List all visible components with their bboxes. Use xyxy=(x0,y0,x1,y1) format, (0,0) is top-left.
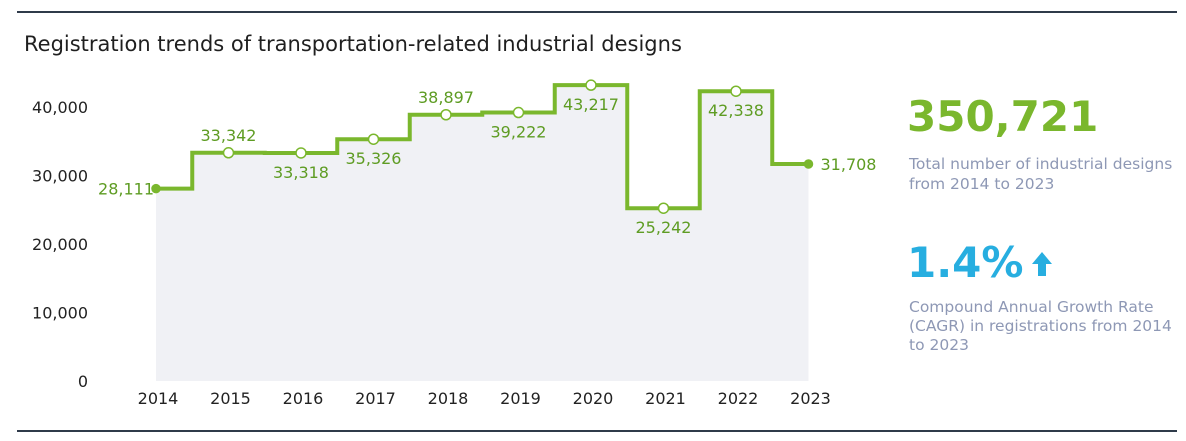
data-point-2022 xyxy=(730,85,742,97)
data-point-2018 xyxy=(440,109,452,121)
x-tick-label: 2014 xyxy=(138,389,179,408)
y-tick-label: 10,000 xyxy=(32,304,88,323)
y-tick-label: 30,000 xyxy=(32,167,88,186)
cagr-description: Compound Annual Growth Rate (CAGR) in re… xyxy=(909,298,1172,354)
data-label-2018: 38,897 xyxy=(418,88,474,107)
x-tick-label: 2015 xyxy=(210,389,251,408)
y-tick-label: 40,000 xyxy=(32,98,88,117)
data-label-2023: 31,708 xyxy=(821,155,877,174)
data-label-2020: 43,217 xyxy=(563,95,619,114)
x-tick-label: 2021 xyxy=(645,389,686,408)
top-rule xyxy=(17,11,1177,13)
data-label-2014: 28,111 xyxy=(98,180,154,199)
marker-layer xyxy=(151,79,814,214)
x-tick-label: 2022 xyxy=(718,389,759,408)
cagr-value: 1.4% xyxy=(907,238,1024,287)
data-label-2016: 33,318 xyxy=(273,163,329,182)
line-layer xyxy=(156,83,809,211)
x-tick-label: 2019 xyxy=(500,389,541,408)
chart-title: Registration trends of transportation-re… xyxy=(24,32,682,56)
area-layer xyxy=(156,85,809,382)
area-fill xyxy=(156,85,809,382)
data-point-2023 xyxy=(803,159,814,169)
data-point-2020 xyxy=(585,79,597,91)
x-tick-label: 2023 xyxy=(790,389,831,408)
series-line xyxy=(156,83,809,211)
label-layer: 28,111 33,342 33,318 35,326 38,897 39,222 43,2… xyxy=(98,88,876,237)
data-label-2019: 39,222 xyxy=(491,123,547,142)
y-tick-label: 20,000 xyxy=(32,235,88,254)
x-tick-label: 2016 xyxy=(283,389,324,408)
x-tick-label: 2018 xyxy=(428,389,469,408)
arrow-up-icon xyxy=(1031,238,1053,287)
x-tick-label: 2020 xyxy=(573,389,614,408)
data-label-2022: 42,338 xyxy=(708,101,764,120)
data-point-2017 xyxy=(367,133,380,145)
data-label-2017: 35,326 xyxy=(346,149,402,168)
data-point-2015 xyxy=(222,147,235,159)
data-point-2021 xyxy=(657,202,670,214)
total-designs-value: 350,721 xyxy=(907,92,1099,141)
total-designs-description: Total number of industrial designs from … xyxy=(909,155,1173,193)
x-tick-label: 2017 xyxy=(355,389,396,408)
data-label-2015: 33,342 xyxy=(201,126,257,145)
data-point-2016 xyxy=(295,147,307,159)
data-point-2014 xyxy=(151,183,161,194)
data-label-2021: 25,242 xyxy=(636,218,692,237)
step-chart: 28,111 33,342 33,318 35,326 38,897 39,222 43,2… xyxy=(32,79,876,408)
data-point-2019 xyxy=(512,106,525,119)
cagr-stat: 1.4% xyxy=(907,238,1053,287)
x-axis: 2014 2015 2016 2017 2018 2019 2020 2021 2022 2023 xyxy=(138,389,831,408)
bottom-rule xyxy=(17,430,1177,432)
y-tick-label: 0 xyxy=(78,372,88,391)
y-axis: 0 10,000 20,000 30,000 40,000 xyxy=(32,98,88,391)
